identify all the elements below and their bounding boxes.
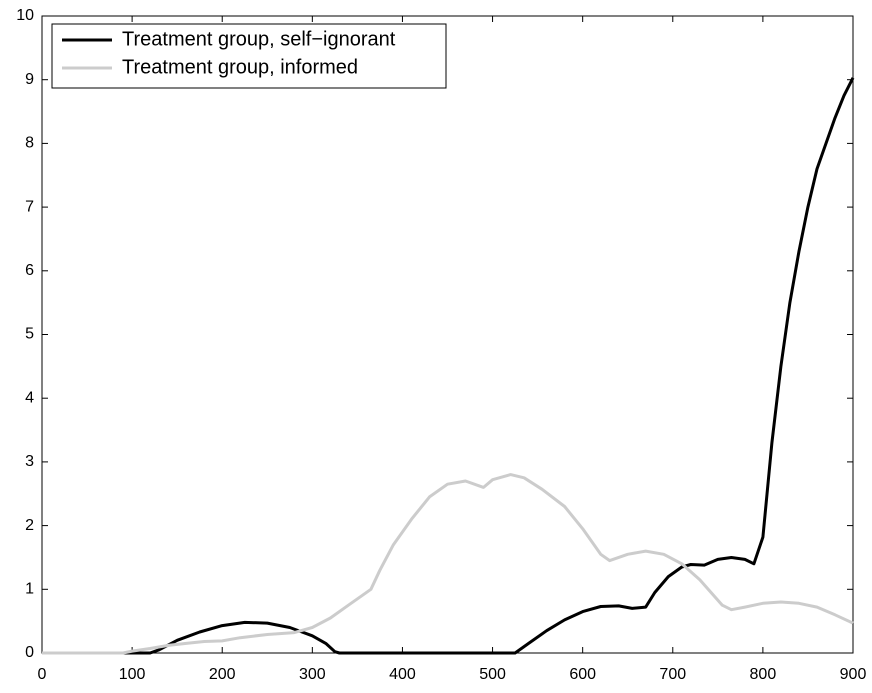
legend-label: Treatment group, self−ignorant: [122, 28, 396, 50]
series-line: [42, 473, 854, 655]
x-tick-label: 900: [840, 666, 867, 683]
x-tick-label: 400: [389, 666, 416, 683]
y-tick-label: 7: [25, 198, 34, 215]
legend-label: Treatment group, informed: [122, 56, 358, 78]
y-tick-label: 3: [25, 453, 34, 470]
x-tick-label: 0: [38, 666, 47, 683]
x-tick-label: 500: [479, 666, 506, 683]
x-tick-label: 700: [659, 666, 686, 683]
x-tick-label: 100: [119, 666, 146, 683]
y-tick-label: 4: [25, 389, 34, 406]
y-tick-label: 9: [25, 71, 34, 88]
y-tick-label: 8: [25, 135, 34, 152]
y-tick-label: 5: [25, 326, 34, 343]
x-tick-label: 600: [569, 666, 596, 683]
y-tick-label: 0: [25, 644, 34, 661]
y-tick-label: 10: [16, 7, 34, 24]
x-tick-label: 800: [750, 666, 777, 683]
x-tick-label: 300: [299, 666, 326, 683]
y-tick-label: 1: [25, 581, 34, 598]
legend-box: [51, 23, 447, 89]
x-tick-label: 200: [209, 666, 236, 683]
y-tick-label: 6: [25, 262, 34, 279]
y-tick-label: 2: [25, 517, 34, 534]
series-line: [42, 77, 855, 655]
